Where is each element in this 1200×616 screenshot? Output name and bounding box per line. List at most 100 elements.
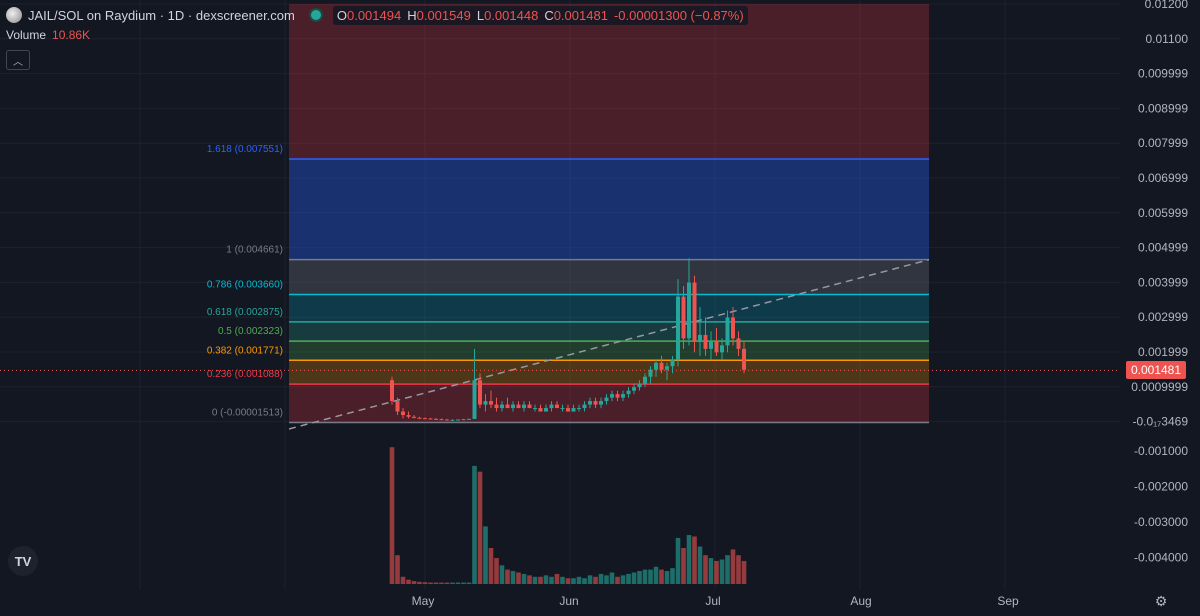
candle-body[interactable] [687,282,691,339]
tradingview-logo-icon[interactable]: TV [8,546,38,576]
candle-body[interactable] [577,408,581,410]
ohlc-low: L0.001448 [476,7,539,23]
candle-body[interactable] [390,380,394,402]
candle-body[interactable] [610,394,614,398]
candle-body[interactable] [538,408,543,412]
candle-body[interactable] [676,296,680,360]
candle-body[interactable] [434,418,438,420]
candle-body[interactable] [681,296,686,339]
candle-body[interactable] [599,401,603,405]
candle-body[interactable] [489,401,493,405]
candle-body[interactable] [423,418,427,420]
price-axis-label: 0.004999 [1138,241,1188,255]
candle-body[interactable] [714,341,719,353]
price-axis-label: 0.002999 [1138,310,1188,324]
candle-body[interactable] [533,408,537,410]
candle-body[interactable] [511,404,515,409]
candle-body[interactable] [472,380,477,419]
price-axis-label: 0.001999 [1138,345,1188,359]
candle-body[interactable] [725,317,730,346]
candle-body[interactable] [720,345,724,353]
candle-body[interactable] [505,404,510,409]
fib-zone [289,158,929,260]
volume-bar [697,546,703,584]
candle-body[interactable] [665,366,669,370]
volume-bar [461,582,466,584]
price-axis-label: 0.005999 [1138,206,1188,220]
volume-bar [543,575,549,584]
price-axis-label: 0.007999 [1138,136,1188,150]
candle-body[interactable] [637,383,642,388]
candle-body[interactable] [582,404,587,409]
candle-body[interactable] [670,359,675,367]
fib-zone [289,360,929,385]
candle-body[interactable] [654,362,658,370]
candle-body[interactable] [571,408,576,412]
candle-body[interactable] [478,380,482,405]
candle-body[interactable] [604,397,609,402]
candle-body[interactable] [522,404,526,409]
tradingview-logo-icon [6,7,22,23]
candle-body[interactable] [516,404,521,409]
time-axis-label: Aug [850,594,871,608]
candle-body[interactable] [544,408,548,412]
candle-body[interactable] [461,419,466,421]
fib-zone [289,294,929,322]
candle-body[interactable] [692,282,697,342]
candle-body[interactable] [648,369,653,377]
candle-body[interactable] [549,404,554,409]
volume-bar [433,582,439,584]
candle-body[interactable] [412,416,416,418]
volume-bar [565,578,571,584]
chevron-up-icon[interactable]: ︿ [6,50,30,70]
volume-bar [444,582,450,584]
price-axis-label: 0.006999 [1138,171,1188,185]
candle-body[interactable] [406,415,411,417]
candle-body[interactable] [483,401,488,405]
candle-body[interactable] [417,417,422,419]
volume-bar [637,571,642,584]
volume-bar [664,571,670,584]
candle-body[interactable] [626,390,631,395]
candle-body[interactable] [555,404,559,409]
candle-body[interactable] [494,404,499,409]
candle-body[interactable] [527,404,532,409]
price-axis-label: 0.01100 [1146,32,1189,46]
candle-body[interactable] [428,418,433,420]
candle-body[interactable] [709,341,713,349]
candle-body[interactable] [456,419,460,421]
candle-body[interactable] [593,401,598,405]
candle-body[interactable] [588,401,592,405]
volume-bar [587,575,593,584]
candle-body[interactable] [632,387,636,391]
candle-body[interactable] [621,394,625,398]
eye-icon[interactable] [308,8,323,22]
candle-body[interactable] [560,408,565,410]
trend-line[interactable] [288,258,930,430]
candle-body[interactable] [731,317,735,339]
volume-bar [703,555,708,584]
price-axis-label: 0.01200 [1145,0,1189,11]
gear-icon[interactable]: ⚙ [1154,592,1168,609]
candle-body[interactable] [500,404,504,409]
candle-body[interactable] [742,348,746,370]
candle-body[interactable] [395,401,400,412]
candle-body[interactable] [439,419,444,421]
candle-body[interactable] [698,334,702,342]
candle-body[interactable] [445,419,449,421]
candle-body[interactable] [467,418,471,420]
fib-level-label: 1.618 (0.007551) [207,144,283,155]
candle-body[interactable] [703,334,708,349]
candle-body[interactable] [643,376,647,384]
candle-body[interactable] [450,419,455,421]
candle-body[interactable] [659,362,664,370]
candle-body[interactable] [736,338,741,349]
volume-bar [609,572,615,584]
volume-bar [675,537,681,584]
candle-body[interactable] [615,394,620,398]
candle-body[interactable] [566,408,570,412]
ohlc-high: H0.001549 [407,7,471,23]
candle-body[interactable] [401,411,405,416]
volume-bar [615,576,620,584]
